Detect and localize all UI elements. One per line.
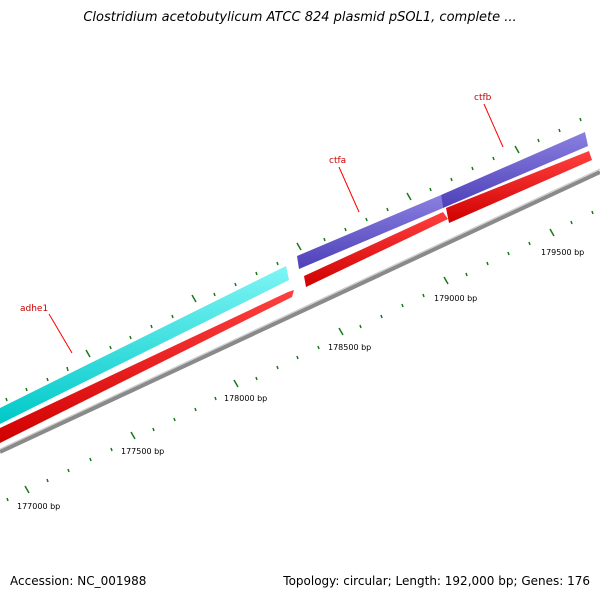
gene-label-ctfa[interactable]: ctfa <box>329 156 346 166</box>
plasmid-backbone-highlight <box>0 168 600 450</box>
scale-label-179000: 179000 bp <box>434 294 477 303</box>
gene-label-line-ctfb <box>483 103 504 148</box>
scale-label-179500: 179500 bp <box>541 248 584 257</box>
gene-label-line-ctfa <box>338 166 360 213</box>
scale-label-178000: 178000 bp <box>224 394 267 403</box>
scale-label-177500: 177500 bp <box>121 447 164 456</box>
cds-arrow-3 <box>446 151 592 223</box>
gene-label-adhe1[interactable]: adhe1 <box>20 304 48 314</box>
scale-label-177000: 177000 bp <box>17 502 60 511</box>
cds-arrow-2 <box>304 212 448 287</box>
outer-tick-row <box>5 117 582 402</box>
plasmid-backbone <box>0 170 600 454</box>
gene-label-ctfb[interactable]: ctfb <box>474 93 492 103</box>
cds-arrow-1 <box>0 290 294 443</box>
scale-label-178500: 178500 bp <box>328 343 371 352</box>
accession-label: Accession: NC_001988 <box>10 574 147 588</box>
gene-label-line-adhe1 <box>48 313 73 354</box>
gene-adhe1-arrow[interactable] <box>0 266 289 424</box>
topology-length-genes-label: Topology: circular; Length: 192,000 bp; … <box>283 574 590 588</box>
gene-ctfb-arrow[interactable] <box>441 132 588 208</box>
map-title: Clostridium acetobutylicum ATCC 824 plas… <box>83 10 517 25</box>
gene-ctfa-arrow[interactable] <box>297 195 443 269</box>
scale-tick-row <box>6 210 594 502</box>
